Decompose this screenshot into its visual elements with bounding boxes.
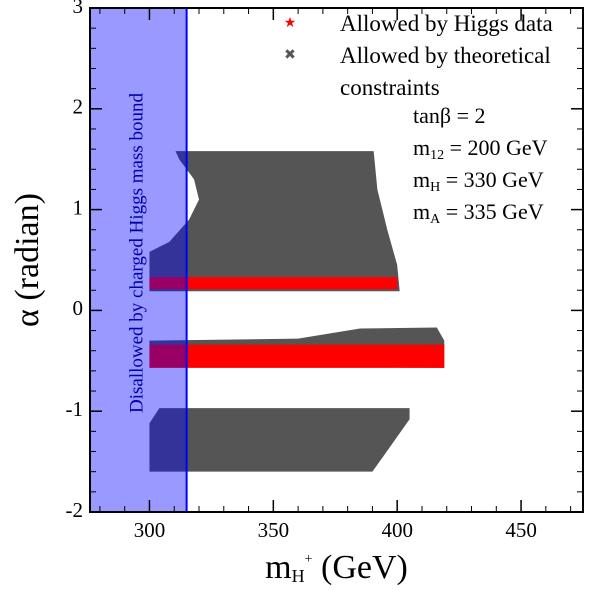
legend-entry: Allowed by Higgs data [340,11,553,36]
x-label-main: m [265,549,291,586]
data-region [149,151,400,292]
y-tick-label: -1 [66,397,84,421]
x-tick-label: 300 [134,518,166,542]
legend-marker: ✖ [284,48,296,63]
parameter-rest: = 200 GeV [444,135,548,160]
legend-marker: ★ [284,16,297,31]
y-tick-label: 3 [73,0,84,18]
parameter-sub: 12 [430,148,444,163]
parameter-rest: = 330 GeV [440,167,544,192]
y-tick-label: -2 [66,498,84,522]
legend-label: Allowed by Higgs data [340,11,553,36]
parameter-annotation: tanβ = 2 [413,103,485,128]
legend-label: Allowed by theoretical constraints [340,43,551,100]
parameter-rest: = 335 GeV [440,199,544,224]
y-axis-label: α (radian) [9,193,46,327]
legend-entry: Allowed by theoretical constraints [340,43,551,100]
data-region [149,408,410,472]
y-tick-label: 0 [73,296,84,320]
excluded-band [90,8,187,512]
parameter-annotation: m12 = 200 GeV [413,135,548,163]
parameter-main: m [413,135,430,160]
x-tick-label: 400 [381,518,413,542]
x-tick-label: 350 [258,518,290,542]
x-axis-label: mH+ (GeV) [265,549,408,586]
parameter-main: m [413,199,430,224]
parameter-annotation: mH = 330 GeV [413,167,544,195]
parameter-sub: H [430,180,440,195]
plot-frame [89,7,584,513]
data-region [149,344,445,368]
x-label-rest: (GeV) [313,549,408,586]
parameter-main: tanβ = 2 [413,103,485,128]
parameter-main: m [413,167,430,192]
data-region [149,277,398,290]
parameter-annotation: mA = 335 GeV [413,199,544,227]
excluded-label: Disallowed by charged Higgs mass bound [127,93,148,413]
y-tick-label: 2 [73,95,84,119]
parameter-sub: A [430,212,441,227]
x-tick-label: 450 [505,518,537,542]
y-tick-label: 1 [73,195,84,219]
x-label-sub: H [292,566,305,586]
x-label-sup: + [305,552,313,567]
